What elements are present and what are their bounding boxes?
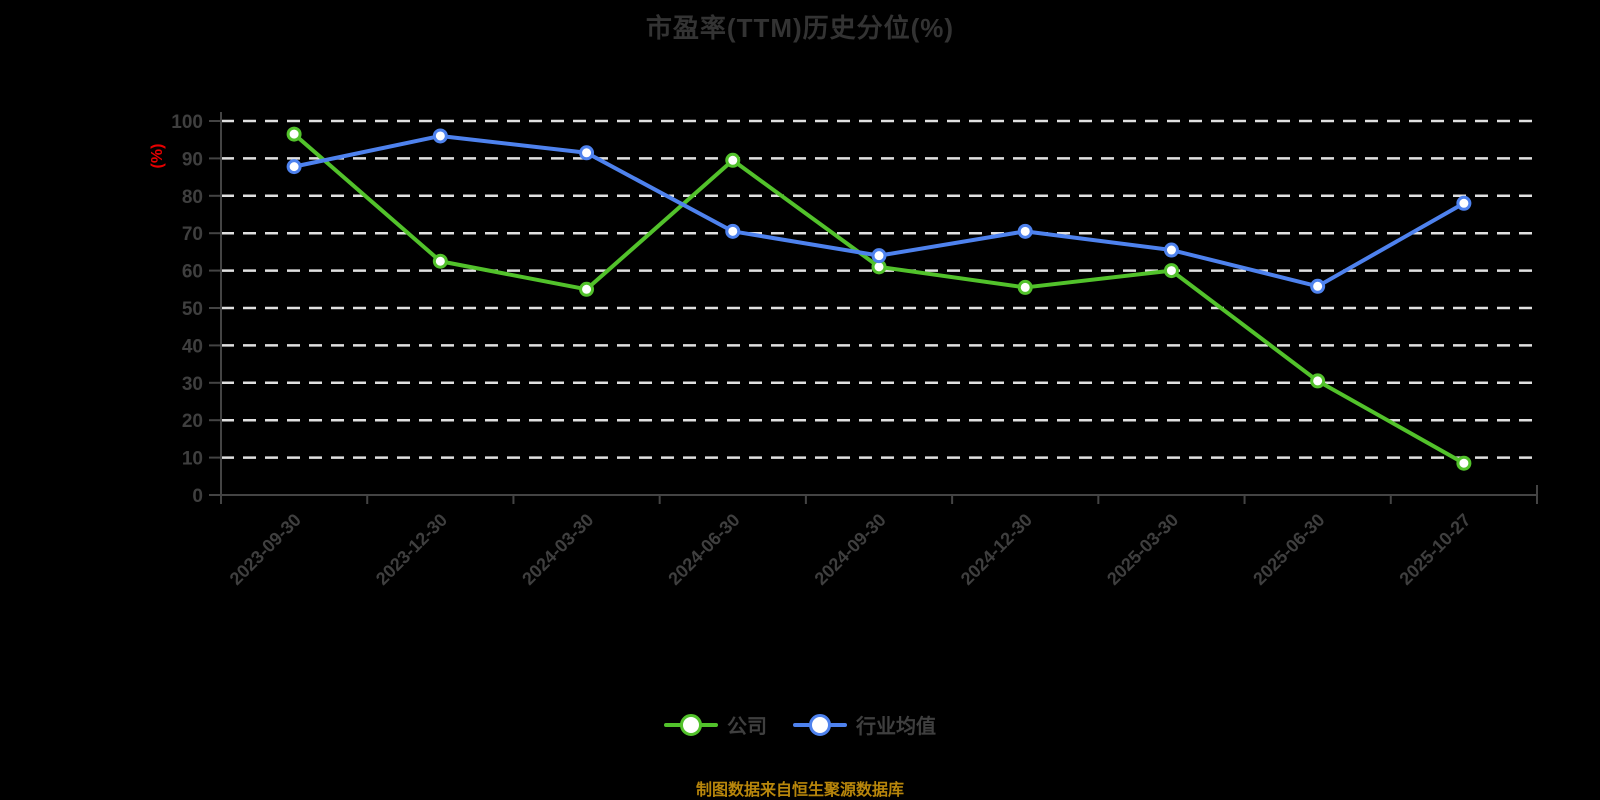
x-tick-label: 2025-06-30 [1249,510,1328,589]
x-tick-label: 2023-09-30 [226,510,305,589]
y-tick-label: 70 [182,224,203,245]
y-tick-label: 80 [182,187,203,208]
y-tick-label: 100 [171,112,203,133]
company-data-point[interactable] [1456,455,1472,471]
y-tick-label: 0 [192,486,203,507]
industry-data-point[interactable] [432,128,448,144]
legend: 公司 行业均值 [0,710,1600,739]
y-tick-label: 90 [182,149,203,170]
company-data-point[interactable] [286,126,302,142]
industry-series-marker-icon [793,713,847,736]
y-tick-label: 30 [182,374,203,395]
industry-data-point[interactable] [1017,223,1033,239]
x-tick-label: 2024-09-30 [811,510,890,589]
x-tick-label: 2025-03-30 [1103,510,1182,589]
industry-data-point[interactable] [1163,242,1179,258]
legend-item-company[interactable]: 公司 [664,710,767,739]
company-data-point[interactable] [725,152,741,168]
legend-label-company: 公司 [727,716,767,738]
x-tick-label: 2024-12-30 [957,510,1036,589]
industry-data-point[interactable] [286,159,302,175]
chart-title: 市盈率(TTM)历史分位(%) [645,13,955,43]
company-data-point[interactable] [1310,373,1326,389]
company-data-point[interactable] [432,253,448,269]
y-tick-label: 50 [182,299,203,320]
x-tick-label: 2024-03-30 [518,510,597,589]
company-series-line[interactable] [292,132,1466,466]
industry-data-point[interactable] [579,145,595,161]
y-tick-label: 20 [182,411,203,432]
company-data-point[interactable] [1017,279,1033,295]
company-legend-dot [680,713,702,736]
y-tick-label: 40 [182,336,203,357]
y-tick-label: 10 [182,449,203,470]
x-tick-label: 2025-10-27 [1395,510,1474,589]
data-source-note: 制图数据来自恒生聚源数据库 [695,782,904,799]
industry-data-point[interactable] [1456,195,1472,211]
company-data-point[interactable] [579,281,595,297]
legend-item-industry-average[interactable]: 行业均值 [793,710,936,739]
company-data-point[interactable] [1163,263,1179,279]
y-tick-label: 60 [182,262,203,283]
industry-legend-dot [809,713,831,736]
x-tick-label: 2023-12-30 [372,510,451,589]
line-chart-plot-area: 0 10 20 30 40 50 60 70 80 90 100 2023-09-30 2023-12-… [171,112,1538,589]
industry-data-point[interactable] [1310,278,1326,294]
x-tick-label: 2024-06-30 [664,510,743,589]
company-series-marker-icon [664,713,718,736]
legend-label-industry-average: 行业均值 [856,716,936,738]
industry-data-point[interactable] [725,223,741,239]
industry-data-point[interactable] [871,248,887,264]
